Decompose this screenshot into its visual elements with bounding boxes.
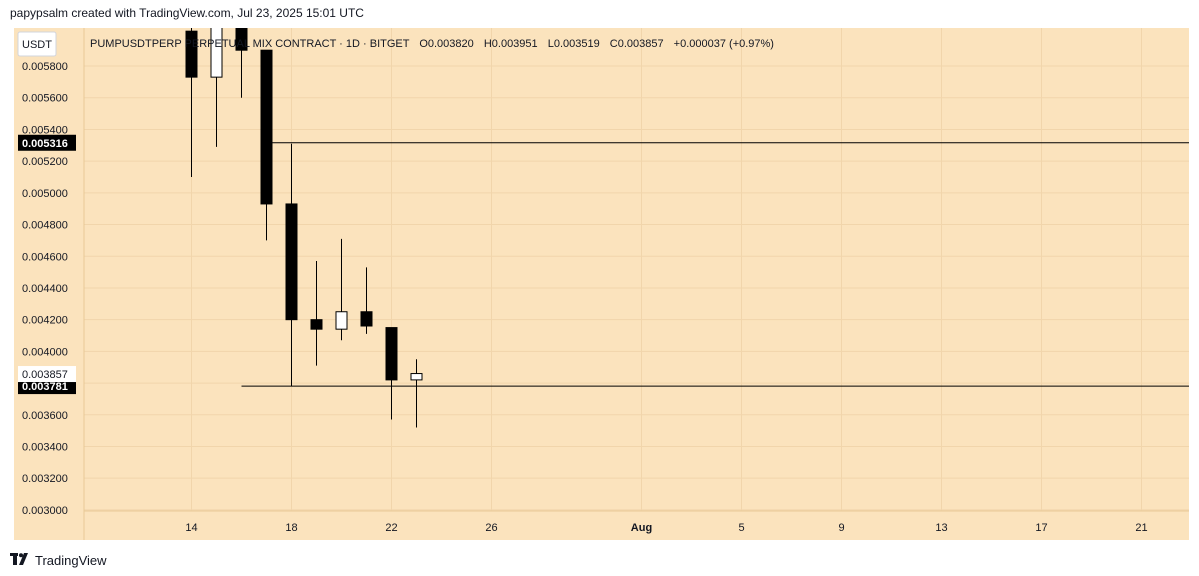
current-price-text: 0.003857 [22, 369, 68, 381]
price-label-text: 0.005316 [22, 138, 68, 150]
footer-brand: TradingView [35, 552, 107, 568]
legend-symbol: PUMPUSDTPERP PERPETUAL MIX CONTRACT · 1D… [90, 38, 410, 50]
y-tick-label: 0.003400 [22, 441, 68, 453]
y-tick-label: 0.005000 [22, 188, 68, 200]
y-tick-label: 0.005200 [22, 156, 68, 168]
candles[interactable] [185, 14, 423, 428]
current-price-box [18, 366, 76, 383]
y-tick-label: 0.005800 [22, 61, 68, 73]
legend-open: O0.003820 [419, 38, 473, 50]
candle-body [210, 14, 223, 78]
candle[interactable] [335, 238, 348, 341]
price-label-box [18, 134, 76, 151]
candle[interactable] [185, 15, 198, 178]
currency-label: USDT [22, 39, 52, 51]
candle-body [310, 319, 323, 330]
candle-body [385, 327, 398, 381]
y-tick-label: 0.004200 [22, 315, 68, 327]
y-tick-label: 0.004800 [22, 220, 68, 232]
currency-button[interactable]: USDT [17, 31, 57, 57]
x-tick-label: 14 [185, 522, 197, 534]
candle-body [260, 49, 273, 205]
candle[interactable] [410, 359, 423, 428]
candlestick-chart[interactable]: 0.005800 0.005600 0.005400 0.005200 0.005000… [14, 14, 1189, 540]
candle[interactable] [385, 327, 398, 420]
y-tick-label: 0.005400 [22, 124, 68, 136]
x-tick-label: 9 [838, 522, 844, 534]
x-tick-label: 26 [485, 522, 497, 534]
x-tick-label: 13 [935, 522, 947, 534]
candle[interactable] [285, 143, 298, 387]
y-tick-label: 0.005600 [22, 93, 68, 105]
y-tick-label: 0.004000 [22, 346, 68, 358]
x-tick-label: 5 [738, 522, 744, 534]
footer: TradingView [10, 550, 107, 570]
candle-body [410, 373, 423, 381]
y-tick-label: 0.004600 [22, 251, 68, 263]
candle[interactable] [260, 49, 273, 241]
x-tick-label: 17 [1035, 522, 1047, 534]
candle-body [360, 311, 373, 327]
grid-lines [84, 28, 1189, 511]
y-tick-label: 0.003200 [22, 473, 68, 485]
x-tick-label: 18 [285, 522, 297, 534]
legend-low: L0.003519 [548, 38, 600, 50]
candle[interactable] [310, 261, 323, 366]
y-tick-label: 0.003000 [22, 505, 68, 517]
chart-legend[interactable]: PUMPUSDTPERP PERPETUAL MIX CONTRACT · 1D… [90, 38, 774, 50]
price-label-text: 0.003781 [22, 381, 68, 393]
y-tick-label: 0.003600 [22, 410, 68, 422]
legend-high: H0.003951 [484, 38, 538, 50]
y-tick-label: 0.004400 [22, 283, 68, 295]
tradingview-logo-icon [10, 552, 30, 568]
chart-caption: papypsalm created with TradingView.com, … [10, 6, 364, 20]
candle-body [285, 203, 298, 321]
candle[interactable] [360, 267, 373, 334]
time-axis[interactable]: 14 18 22 26 Aug 5 9 13 17 21 [84, 510, 1189, 534]
legend-close: C0.003857 [610, 38, 664, 50]
legend-change: +0.000037 (+0.97%) [674, 38, 774, 50]
price-axis[interactable]: 0.005800 0.005600 0.005400 0.005200 0.005000… [22, 28, 85, 540]
horizontal-lines [241, 142, 1189, 387]
x-tick-label: 21 [1135, 522, 1147, 534]
x-tick-label: Aug [631, 522, 652, 534]
chart-area[interactable]: 0.005800 0.005600 0.005400 0.005200 0.005000… [14, 14, 1189, 540]
candle-body [335, 311, 348, 330]
candle-body [185, 30, 198, 78]
x-tick-label: 22 [385, 522, 397, 534]
price-label-box [18, 378, 76, 395]
